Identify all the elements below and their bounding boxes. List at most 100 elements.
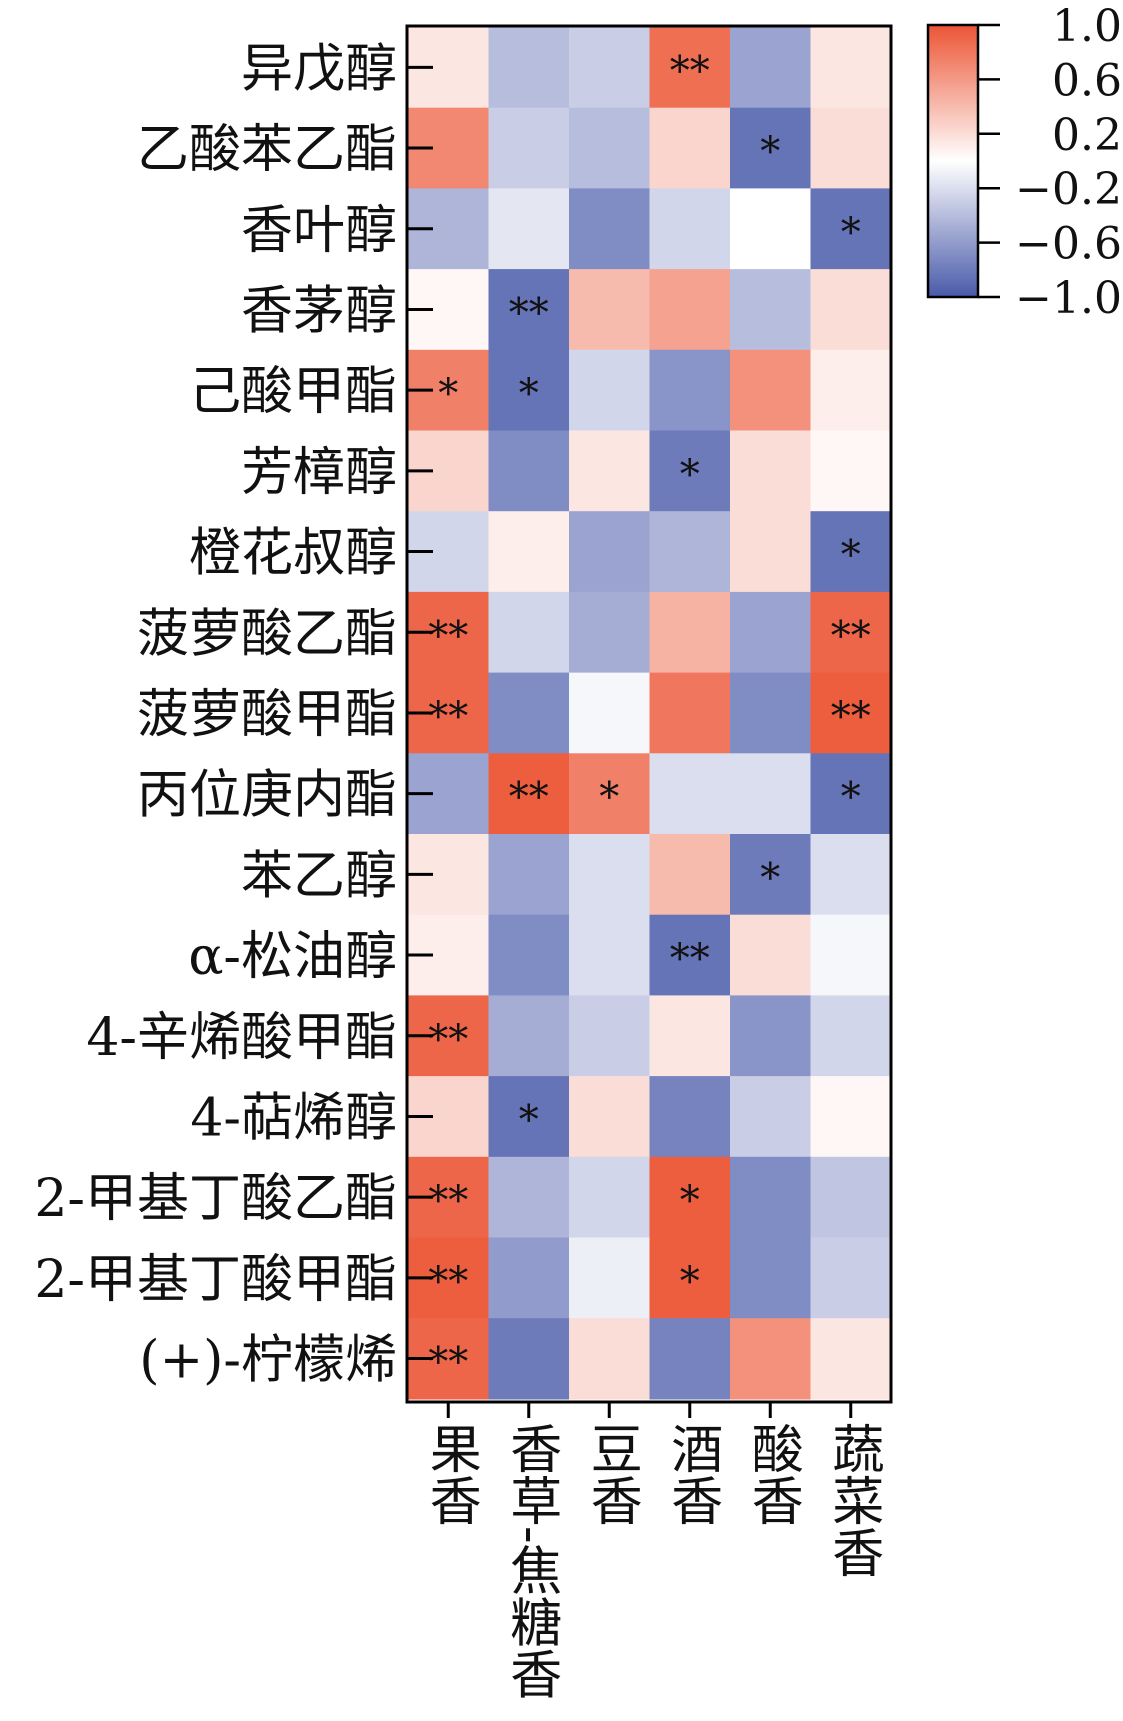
column-label: 豆香 [581,1422,641,1526]
heatmap-cell [730,430,812,512]
heatmap-cell [730,753,812,835]
heatmap-cell [810,1076,892,1158]
column-label: 果香 [420,1422,480,1526]
heatmap-cell [488,188,570,270]
heatmap-cell [649,753,731,835]
heatmap-cell [569,914,651,996]
row-label: 己酸甲酯 [189,362,397,422]
heatmap-cell [569,1318,651,1400]
colorbar-tick-label: −1.0 [1015,273,1122,324]
heatmap-cell [810,995,892,1077]
heatmap-cell [730,1318,812,1400]
heatmap-cell [810,591,892,674]
heatmap-cell [810,430,892,512]
heatmap-cell [730,834,812,916]
row-label: 苯乙醇 [241,846,397,906]
colorbar-tick-label: 0.6 [1052,55,1122,106]
heatmap-cell [730,1076,812,1158]
heatmap-cell [730,27,812,109]
heatmap-cell [488,511,570,593]
colorbar-tick-label: −0.6 [1015,219,1122,270]
heatmap-cell [569,834,651,916]
row-label: 乙酸苯乙酯 [137,120,397,180]
row-label: 异戊醇 [241,39,397,99]
significance-marker: * [760,129,780,175]
heatmap-cell [810,753,892,835]
heatmap-cell [649,1076,731,1158]
row-label: (+)-柠檬烯 [139,1331,397,1391]
significance-marker: ** [670,48,710,94]
significance-marker: ** [428,1340,468,1386]
row-label: 香茅醇 [241,281,397,341]
column-label: 酸香 [742,1422,802,1526]
heatmap-cell [810,349,892,432]
heatmap-cell [649,349,731,432]
significance-marker: ** [831,694,871,740]
heatmap-cell [569,430,651,512]
row-label: 丙位庚内酯 [137,766,397,826]
heatmap-cell [649,995,731,1077]
heatmap-cell [810,107,892,189]
significance-marker: * [680,452,700,498]
heatmap-cell [730,1156,812,1239]
column-labels: 果香 香草-焦糖香 豆香 酒香 酸香 蔬菜香 [420,1402,883,1700]
colorbar-tick-label: 1.0 [1052,1,1122,52]
heatmap-cells [408,27,892,1400]
heatmap-cell [649,430,731,512]
heatmap-cell [810,1318,892,1400]
significance-marker: * [841,533,861,579]
heatmap-cell [649,1318,731,1400]
significance-marker: * [519,371,539,417]
significance-marker: * [680,1178,700,1224]
heatmap-cell [810,511,892,593]
heatmap-cell [569,107,651,189]
heatmap-cell [488,834,570,916]
heatmap-cell [730,349,812,432]
heatmap-cell [649,1237,731,1319]
heatmap-cell [810,834,892,916]
significance-marker: ** [428,694,468,740]
heatmap-cell [730,511,812,593]
heatmap-cell [488,1237,570,1319]
heatmap-cell [488,914,570,996]
heatmap-cell [810,27,892,109]
row-label: 菠萝酸乙酯 [137,604,397,664]
heatmap-cell [569,1237,651,1319]
heatmap-cell [569,672,651,754]
colorbar-gradient [926,23,980,299]
significance-marker: ** [670,936,710,982]
heatmap-cell [649,591,731,674]
heatmap-cell [488,430,570,512]
significance-marker: ** [428,1178,468,1224]
row-label: α-松油醇 [188,927,397,987]
heatmap-cell [488,672,570,754]
colorbar-ticks: 1.00.60.2−0.2−0.6−1.0 [978,1,1122,324]
row-label: 4-辛烯酸甲酯 [86,1008,397,1068]
heatmap-cell [569,995,651,1077]
heatmap-cell [649,27,731,109]
heatmap-cell [569,591,651,674]
heatmap-cell [569,511,651,593]
heatmap-cell [730,188,812,270]
significance-marker: * [841,210,861,256]
heatmap-cell [488,1156,570,1239]
row-label: 4-萜烯醇 [190,1088,397,1148]
significance-marker: ** [428,1017,468,1063]
significance-marker: ** [509,775,549,821]
colorbar: 1.00.60.2−0.2−0.6−1.0 [926,1,1122,324]
heatmap-cell [730,914,812,996]
heatmap-cell [730,591,812,674]
significance-marker: * [841,775,861,821]
heatmap-cell [488,995,570,1077]
heatmap-cell [488,1076,570,1158]
row-label: 香叶醇 [241,201,397,261]
significance-marker: * [438,371,458,417]
heatmap-cell [649,1156,731,1239]
heatmap-cell [810,914,892,996]
heatmap-cell [810,1237,892,1319]
heatmap-cell [569,269,651,351]
heatmap-cell [569,27,651,109]
column-label: 蔬菜香 [823,1422,883,1578]
row-label: 橙花叔醇 [189,524,397,584]
heatmap-cell [730,995,812,1077]
